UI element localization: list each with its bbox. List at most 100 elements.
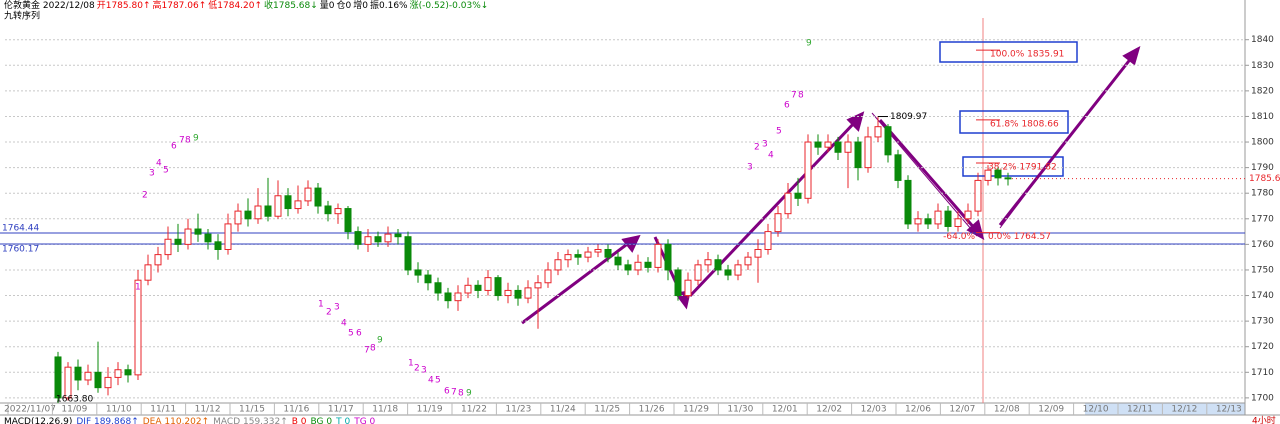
header-field: 涨(-0.52)-0.03%↓ (410, 0, 489, 11)
y-tick-label: 1830 (1251, 61, 1274, 71)
candle-body (824, 141, 832, 148)
td-count: 8 (185, 136, 191, 146)
x-tick-label: 11/25 (594, 405, 620, 415)
x-tick-label: 11/22 (461, 405, 487, 415)
candle-body (354, 231, 362, 245)
candle-body (294, 200, 302, 210)
x-tick-label: 11/10 (106, 405, 132, 415)
candle-body (384, 233, 392, 243)
td-count: 7 (791, 91, 797, 101)
td-count: 9 (377, 336, 383, 346)
candle-body (964, 210, 972, 220)
candle-body (834, 141, 842, 153)
low-label: 1663.80 (56, 395, 93, 405)
header-field: 高1787.06↑ (153, 0, 207, 11)
y-tick-label: 1760 (1251, 240, 1274, 250)
candle-body (404, 236, 412, 271)
last-price-label: 1785.68 (1249, 174, 1280, 184)
candle-body (514, 289, 522, 299)
fib-label: 38.2% 1791.82 (988, 162, 1057, 172)
x-tick-label: 12/12 (1171, 405, 1197, 415)
candle-body (244, 210, 252, 220)
header-field: 伦敦黄金 2022/12/08 (4, 0, 95, 11)
candle-body (264, 205, 272, 217)
candle-body (314, 187, 322, 207)
candle-body (974, 179, 982, 212)
header: 伦敦黄金 2022/12/08 开1785.80↑ 高1787.06↑ 低1784.2… (4, 0, 488, 11)
x-tick-label: 12/08 (994, 405, 1020, 415)
subtitle: 九转序列 (4, 10, 40, 22)
indicator: MACD(12,26,9) DIF 189.868↑ DEA 110.202↑ MAC… (4, 417, 376, 424)
y-tick-label: 1790 (1251, 163, 1274, 173)
indicator-field: MACD 159.332↑ (213, 417, 288, 424)
high-label: 1809.97 (890, 112, 927, 122)
y-tick-label: 1770 (1251, 214, 1274, 224)
candle-body (664, 243, 672, 271)
header-field: 收1785.68↓ (264, 0, 318, 11)
td-count: 3 (762, 140, 768, 150)
x-tick-label: 11/09 (61, 405, 87, 415)
candle-body (754, 248, 762, 258)
td-count: 6 (171, 142, 177, 152)
header-field: 仓0 (337, 0, 352, 11)
fib-box (959, 110, 1069, 134)
candle-body (154, 254, 162, 266)
candle-body (334, 208, 342, 215)
fib-box (939, 41, 1078, 63)
td-count: 1 (318, 300, 324, 310)
td-count: 1 (408, 359, 414, 369)
candle-body (494, 277, 502, 297)
x-tick-label: 11/17 (328, 405, 354, 415)
candle-body (534, 282, 542, 289)
candle-body (864, 136, 872, 169)
candle-body (234, 210, 242, 225)
td-count: 2 (414, 364, 420, 374)
candle-body (224, 223, 232, 250)
price-line-label: 1760.17 (2, 244, 39, 254)
candle-body (954, 218, 962, 227)
candle-body (934, 210, 942, 225)
candle-body (284, 195, 292, 210)
td-count: 4 (768, 151, 774, 161)
header-field: 低1784.20↑ (208, 0, 262, 11)
candle-body (624, 264, 632, 271)
td-count: 5 (348, 329, 354, 339)
x-tick-label: 12/09 (1038, 405, 1064, 415)
y-tick-label: 1710 (1251, 368, 1274, 378)
candle-body (644, 261, 652, 268)
x-tick-label: 11/30 (727, 405, 753, 415)
indicator-field: TG 0 (353, 417, 375, 424)
candle-body (254, 205, 262, 220)
td-count: 2 (754, 143, 760, 153)
candle-body (184, 228, 192, 245)
candle-body (564, 254, 572, 261)
x-tick-label: 12/03 (861, 405, 887, 415)
candle-body (574, 254, 582, 258)
candle-body (464, 284, 472, 294)
td-count: 2 (326, 308, 332, 318)
candle-body (944, 210, 952, 227)
x-tick-label: 11/19 (417, 405, 443, 415)
candle-body (814, 141, 822, 148)
candle-body (994, 169, 1002, 179)
candle-body (114, 369, 122, 378)
candle-body (474, 284, 482, 291)
indicator-field: DEA 110.202↑ (143, 417, 209, 424)
td-count: 9 (193, 134, 199, 144)
x-tick-label: 2022/11/07 (4, 405, 56, 415)
candle-body (144, 264, 152, 281)
candle-body (414, 269, 422, 276)
x-tick-label: 12/13 (1216, 405, 1242, 415)
period[interactable]: 4小时 (1252, 415, 1276, 424)
candle-body (304, 187, 312, 202)
x-tick-label: 11/18 (372, 405, 398, 415)
candle-body (434, 282, 442, 294)
td-count: 4 (341, 319, 347, 329)
td-count: 3 (421, 366, 427, 376)
candle-body (554, 259, 562, 271)
y-tick-label: 1700 (1251, 393, 1274, 403)
candle-body (924, 218, 932, 225)
candle-body (484, 277, 492, 291)
candle-body (134, 279, 142, 376)
